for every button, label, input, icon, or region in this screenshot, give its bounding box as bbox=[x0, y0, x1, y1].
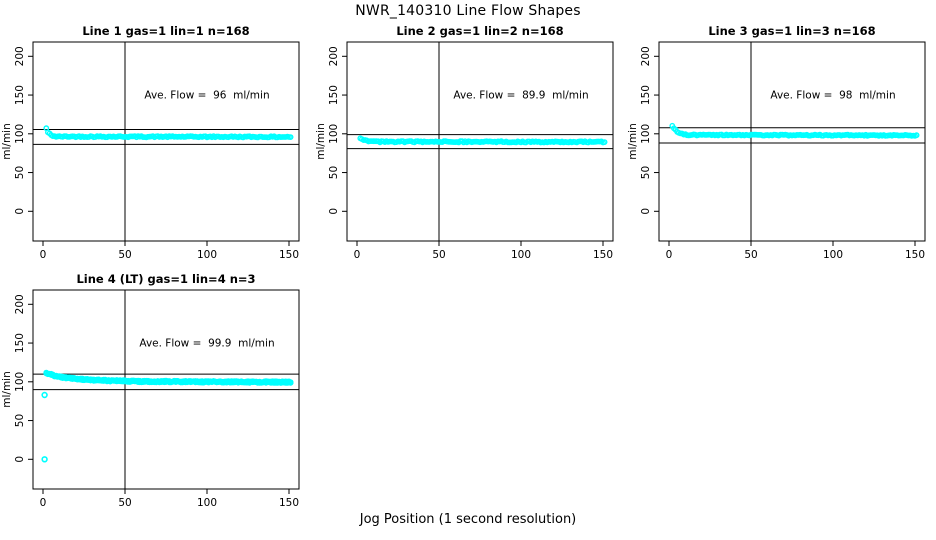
flow-annotation: Ave. Flow = 89.9 ml/min bbox=[453, 90, 588, 102]
x-tick-label: 100 bbox=[197, 497, 217, 509]
y-axis-label: ml/min bbox=[1, 371, 13, 407]
flow-annotation: Ave. Flow = 99.9 ml/min bbox=[139, 338, 274, 350]
flow-annotation: Ave. Flow = 96 ml/min bbox=[144, 90, 269, 102]
y-tick-label: 100 bbox=[640, 124, 652, 144]
y-tick-label: 150 bbox=[14, 333, 26, 353]
y-tick-label: 150 bbox=[640, 85, 652, 105]
x-tick-label: 0 bbox=[40, 249, 47, 261]
x-tick-label: 150 bbox=[279, 249, 299, 261]
plot-box bbox=[346, 41, 614, 242]
data-point bbox=[913, 132, 920, 139]
plot-box bbox=[32, 289, 300, 490]
data-point bbox=[287, 134, 294, 141]
panel-line-3: 0 50 100 150 0 50 100 150 200 ml/min Line 3 gas=1 … bbox=[627, 24, 926, 261]
x-tick-label: 50 bbox=[118, 249, 131, 261]
y-tick-label: 0 bbox=[14, 208, 26, 215]
outlier-point bbox=[41, 456, 48, 463]
y-tick-label: 0 bbox=[14, 456, 26, 463]
plot-box bbox=[32, 41, 300, 242]
x-tick-label: 50 bbox=[744, 249, 757, 261]
y-tick-label: 50 bbox=[14, 414, 26, 427]
data-point bbox=[287, 379, 294, 386]
panel-title: Line 1 gas=1 lin=1 n=168 bbox=[82, 24, 249, 38]
y-axis-label: ml/min bbox=[315, 123, 327, 159]
data-point bbox=[601, 139, 608, 146]
x-tick-label: 100 bbox=[197, 249, 217, 261]
flow-annotation: Ave. Flow = 98 ml/min bbox=[770, 90, 895, 102]
panel-title: Line 3 gas=1 lin=3 n=168 bbox=[708, 24, 875, 38]
outlier-point bbox=[41, 391, 48, 399]
x-axis-label: Jog Position (1 second resolution) bbox=[359, 512, 577, 527]
figure-title: NWR_140310 Line Flow Shapes bbox=[355, 3, 581, 19]
y-axis-label: ml/min bbox=[627, 123, 639, 159]
y-tick-label: 100 bbox=[14, 124, 26, 144]
x-tick-label: 150 bbox=[593, 249, 613, 261]
x-tick-label: 150 bbox=[905, 249, 925, 261]
y-tick-label: 200 bbox=[328, 46, 340, 66]
y-tick-label: 50 bbox=[14, 166, 26, 179]
panel-title: Line 4 (LT) gas=1 lin=4 n=3 bbox=[76, 272, 255, 286]
y-tick-label: 100 bbox=[14, 372, 26, 392]
y-tick-label: 50 bbox=[328, 166, 340, 179]
x-tick-label: 0 bbox=[354, 249, 361, 261]
panel-line-2: 0 50 100 150 0 50 100 150 200 ml/min Line 2 gas=1 … bbox=[315, 24, 614, 261]
y-axis-label: ml/min bbox=[1, 123, 13, 159]
x-tick-label: 50 bbox=[432, 249, 445, 261]
x-tick-label: 100 bbox=[823, 249, 843, 261]
x-tick-label: 150 bbox=[279, 497, 299, 509]
x-tick-label: 50 bbox=[118, 497, 131, 509]
y-tick-label: 0 bbox=[640, 208, 652, 215]
y-tick-label: 100 bbox=[328, 124, 340, 144]
x-tick-label: 0 bbox=[40, 497, 47, 509]
y-tick-label: 200 bbox=[640, 46, 652, 66]
y-tick-label: 150 bbox=[14, 85, 26, 105]
panel-title: Line 2 gas=1 lin=2 n=168 bbox=[396, 24, 563, 38]
x-tick-label: 0 bbox=[666, 249, 673, 261]
x-tick-label: 100 bbox=[511, 249, 531, 261]
y-tick-label: 150 bbox=[328, 85, 340, 105]
y-tick-label: 200 bbox=[14, 294, 26, 314]
panel-line-1: 0 50 100 150 0 50 100 150 200 ml/min Line 1 gas=1 … bbox=[1, 24, 300, 261]
y-tick-label: 50 bbox=[640, 166, 652, 179]
y-tick-label: 0 bbox=[328, 208, 340, 215]
y-tick-label: 200 bbox=[14, 46, 26, 66]
panel-line-4: 0 50 100 150 0 50 100 150 200 ml/min Line 4 (LT) g… bbox=[1, 272, 300, 509]
plot-box bbox=[658, 41, 926, 242]
